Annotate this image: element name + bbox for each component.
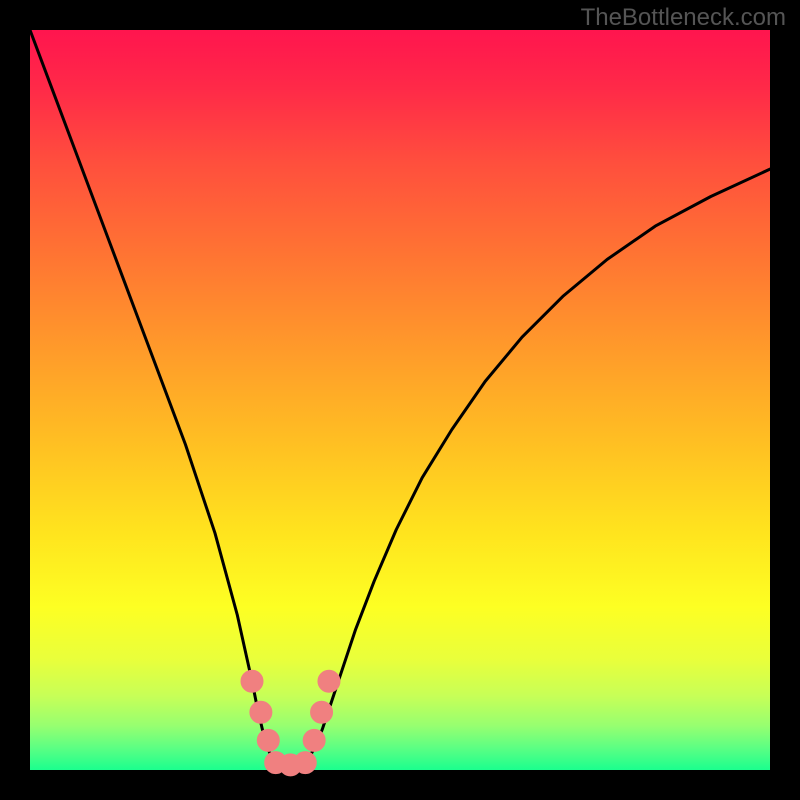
curve-markers [241, 670, 340, 776]
curve-marker [318, 670, 340, 692]
bottleneck-curve-chart [30, 30, 770, 770]
curve-marker [257, 729, 279, 751]
curve-marker [241, 670, 263, 692]
curve-marker [311, 701, 333, 723]
watermark-text: TheBottleneck.com [581, 4, 786, 32]
curve-marker [250, 701, 272, 723]
curve-marker [303, 729, 325, 751]
plot-area [30, 30, 770, 770]
bottleneck-curve [30, 30, 770, 768]
curve-marker [294, 752, 316, 774]
